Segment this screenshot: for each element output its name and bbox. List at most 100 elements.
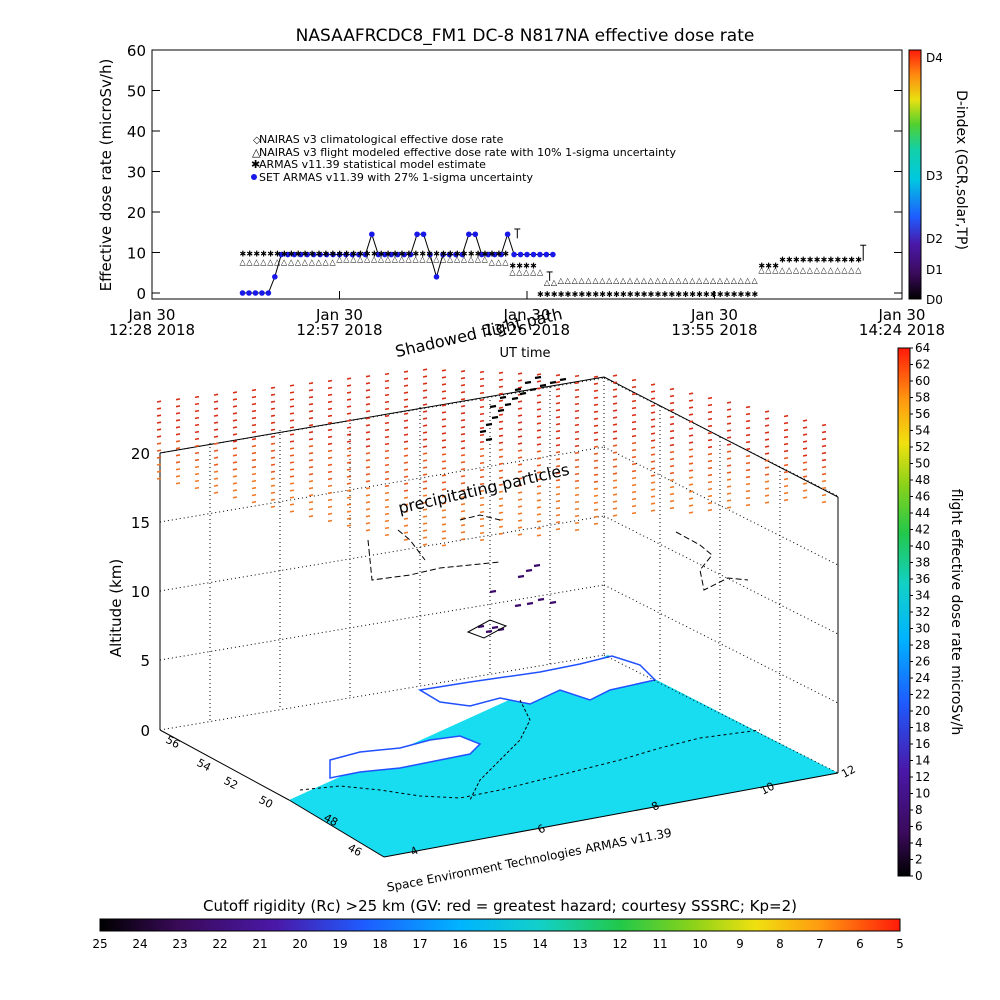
gcr-dose-mark — [536, 464, 542, 467]
gcr-dose-mark — [232, 433, 238, 436]
gcr-dose-mark — [517, 484, 523, 487]
gcr-dose-mark — [384, 421, 390, 425]
nairas-flight-marker: △ — [378, 254, 385, 263]
gcr-dose-mark — [365, 466, 371, 469]
dose-colorbar-tick-label: 62 — [915, 358, 930, 372]
gcr-dose-mark — [156, 421, 162, 424]
gcr-dose-mark — [479, 433, 485, 437]
gcr-dose-mark — [783, 484, 789, 488]
gcr-dose-mark — [688, 476, 694, 479]
gcr-dose-mark — [232, 447, 238, 450]
armas-model-series: ✱ ✱ ✱ ✱ ✱ ✱ ✱ ✱ ✱ ✱ ✱ ✱ ✱ ✱ ✱ ✱ ✱ ✱ ✱ ✱ ✱ ✱ ✱ ✱ ✱ ✱ ✱ ✱ ✱ ✱ ✱ ✱ ✱ ✱ ✱ ✱ ✱ ✱ ✱✱… — [240, 250, 863, 300]
dose-colorbar-tick-label: 42 — [915, 523, 930, 537]
armas-model-marker: ✱ — [323, 250, 330, 259]
gcr-dose-mark — [498, 497, 504, 500]
gcr-dose-mark — [327, 379, 333, 383]
gcr-dose-mark — [232, 475, 238, 478]
gcr-dose-mark — [384, 428, 390, 432]
gcr-dose-mark — [593, 389, 599, 392]
gcr-dose-mark — [441, 502, 447, 505]
flight-point-high — [534, 375, 542, 380]
gcr-dose-mark — [764, 410, 770, 413]
gcr-dose-mark — [631, 427, 637, 431]
armas-model-marker: ✱ — [855, 256, 862, 265]
nairas-flight-marker: △ — [246, 258, 253, 267]
gcr-dose-mark — [251, 430, 257, 434]
gcr-dose-mark — [783, 442, 789, 446]
gcr-dose-mark — [726, 485, 732, 488]
nairas-flight-marker: △ — [412, 254, 419, 263]
gcr-dose-mark — [422, 529, 428, 532]
gcr-dose-mark — [555, 388, 561, 391]
gcr-dose-mark — [270, 484, 276, 487]
gcr-dose-mark — [156, 477, 162, 480]
gcr-dose-mark — [175, 475, 181, 478]
flight-point-high — [549, 380, 557, 385]
gcr-dose-mark — [460, 482, 466, 485]
gcr-dose-mark — [650, 453, 656, 456]
gcr-dose-mark — [574, 430, 580, 434]
flight-point-low — [514, 603, 522, 608]
gcr-dose-mark — [194, 458, 200, 462]
gcr-dose-mark — [612, 381, 618, 384]
gcr-dose-mark — [536, 436, 542, 439]
gcr-dose-mark — [194, 423, 200, 427]
gcr-dose-mark — [650, 390, 656, 393]
longitude-tick-label: 10 — [758, 780, 776, 798]
gcr-dose-mark — [536, 457, 542, 460]
nairas-flight-marker: △ — [399, 254, 406, 263]
gcr-dose-mark — [365, 403, 371, 406]
nairas-flight-marker: △ — [558, 276, 565, 285]
armas-model-marker: ✱ — [613, 290, 620, 299]
gcr-dose-mark — [346, 419, 352, 422]
rigidity-tick-label: 9 — [736, 937, 744, 951]
gcr-dose-mark — [327, 421, 333, 425]
rigidity-tick-label: 15 — [492, 937, 507, 951]
nairas-flight-marker: △ — [751, 276, 758, 285]
gcr-dose-mark — [460, 538, 466, 541]
gcr-dose-mark — [251, 486, 257, 490]
dose-colorbar-tick-label: 8 — [915, 803, 923, 817]
gcr-dose-mark — [593, 438, 599, 441]
nairas-flight-marker: △ — [253, 258, 260, 267]
gcr-dose-mark — [384, 400, 390, 404]
gcr-dose-mark — [460, 398, 466, 401]
gcr-dose-mark — [555, 479, 561, 482]
set-armas-point — [504, 231, 511, 238]
gcr-dose-mark — [612, 402, 618, 405]
set-armas-point — [427, 251, 433, 258]
gcr-dose-mark — [555, 381, 561, 384]
nairas-flight-marker: △ — [668, 276, 675, 285]
armas-model-marker: ✱ — [565, 290, 572, 299]
gcr-dose-mark — [441, 537, 447, 540]
figure-title: NASAAFRCDC8_FM1 DC-8 N817NA effective do… — [296, 26, 755, 46]
latitude-ticks: 46 48 50 52 54 56 — [164, 733, 364, 859]
flight-point-low — [533, 563, 541, 568]
gcr-dose-mark — [194, 479, 200, 483]
gcr-dose-mark — [289, 412, 295, 415]
set-armas-point — [407, 251, 414, 258]
gcr-dose-mark — [308, 382, 314, 385]
gcr-dose-mark — [403, 370, 409, 373]
flight-point-high — [485, 437, 493, 442]
particles-annotation: precipitating particles — [396, 460, 571, 518]
gcr-dose-mark — [650, 397, 656, 400]
gcr-dose-mark — [707, 417, 713, 421]
gcr-dose-mark — [783, 498, 789, 502]
gcr-dose-mark — [821, 437, 827, 441]
armas-model-marker: ✱ — [399, 250, 406, 259]
flight-point-high — [499, 395, 507, 400]
armas-model-marker: ✱ — [336, 250, 343, 259]
armas-model-marker: ✱ — [572, 290, 579, 299]
gcr-dose-mark — [327, 442, 333, 446]
gcr-dose-mark — [783, 477, 789, 481]
gcr-dose-mark — [650, 446, 656, 449]
gcr-dose-mark — [536, 485, 542, 488]
top-x-tick-time: 14:24 2018 — [859, 321, 945, 339]
gcr-dose-mark — [289, 398, 295, 401]
set-armas-point — [394, 251, 401, 258]
gcr-dose-mark — [422, 522, 428, 525]
top-x-axis-label: UT time — [500, 346, 551, 361]
gcr-dose-mark — [821, 423, 827, 427]
gcr-dose-mark — [346, 384, 352, 387]
